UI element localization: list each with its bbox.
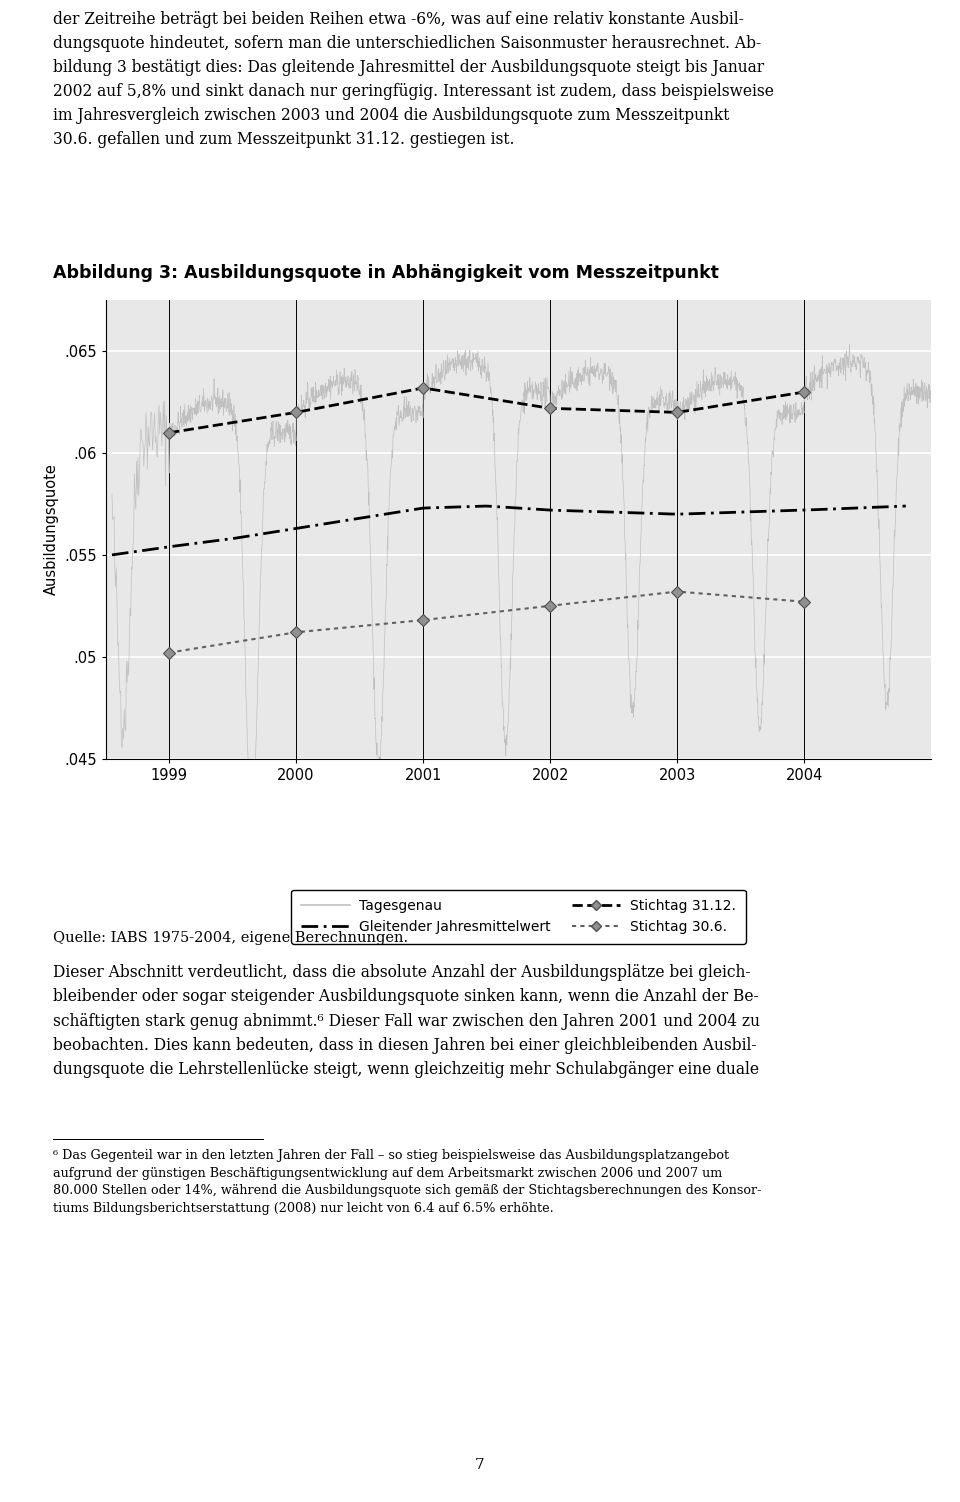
Text: der Zeitreihe beträgt bei beiden Reihen etwa -6%, was auf eine relativ konstante: der Zeitreihe beträgt bei beiden Reihen … [53,11,774,149]
Text: ⁶ Das Gegenteil war in den letzten Jahren der Fall – so stieg beispielsweise das: ⁶ Das Gegenteil war in den letzten Jahre… [53,1149,761,1215]
Text: Quelle: IABS 1975-2004, eigene Berechnungen.: Quelle: IABS 1975-2004, eigene Berechnun… [53,931,408,945]
Legend: Tagesgenau, Gleitender Jahresmittelwert, Stichtag 31.12., Stichtag 30.6.: Tagesgenau, Gleitender Jahresmittelwert,… [291,889,746,943]
Y-axis label: Ausbildungsquote: Ausbildungsquote [43,464,59,595]
Text: Abbildung 3: Ausbildungsquote in Abhängigkeit vom Messzeitpunkt: Abbildung 3: Ausbildungsquote in Abhängi… [53,264,719,282]
Text: Dieser Abschnitt verdeutlicht, dass die absolute Anzahl der Ausbildungsplätze be: Dieser Abschnitt verdeutlicht, dass die … [53,964,759,1078]
Text: 7: 7 [475,1458,485,1472]
